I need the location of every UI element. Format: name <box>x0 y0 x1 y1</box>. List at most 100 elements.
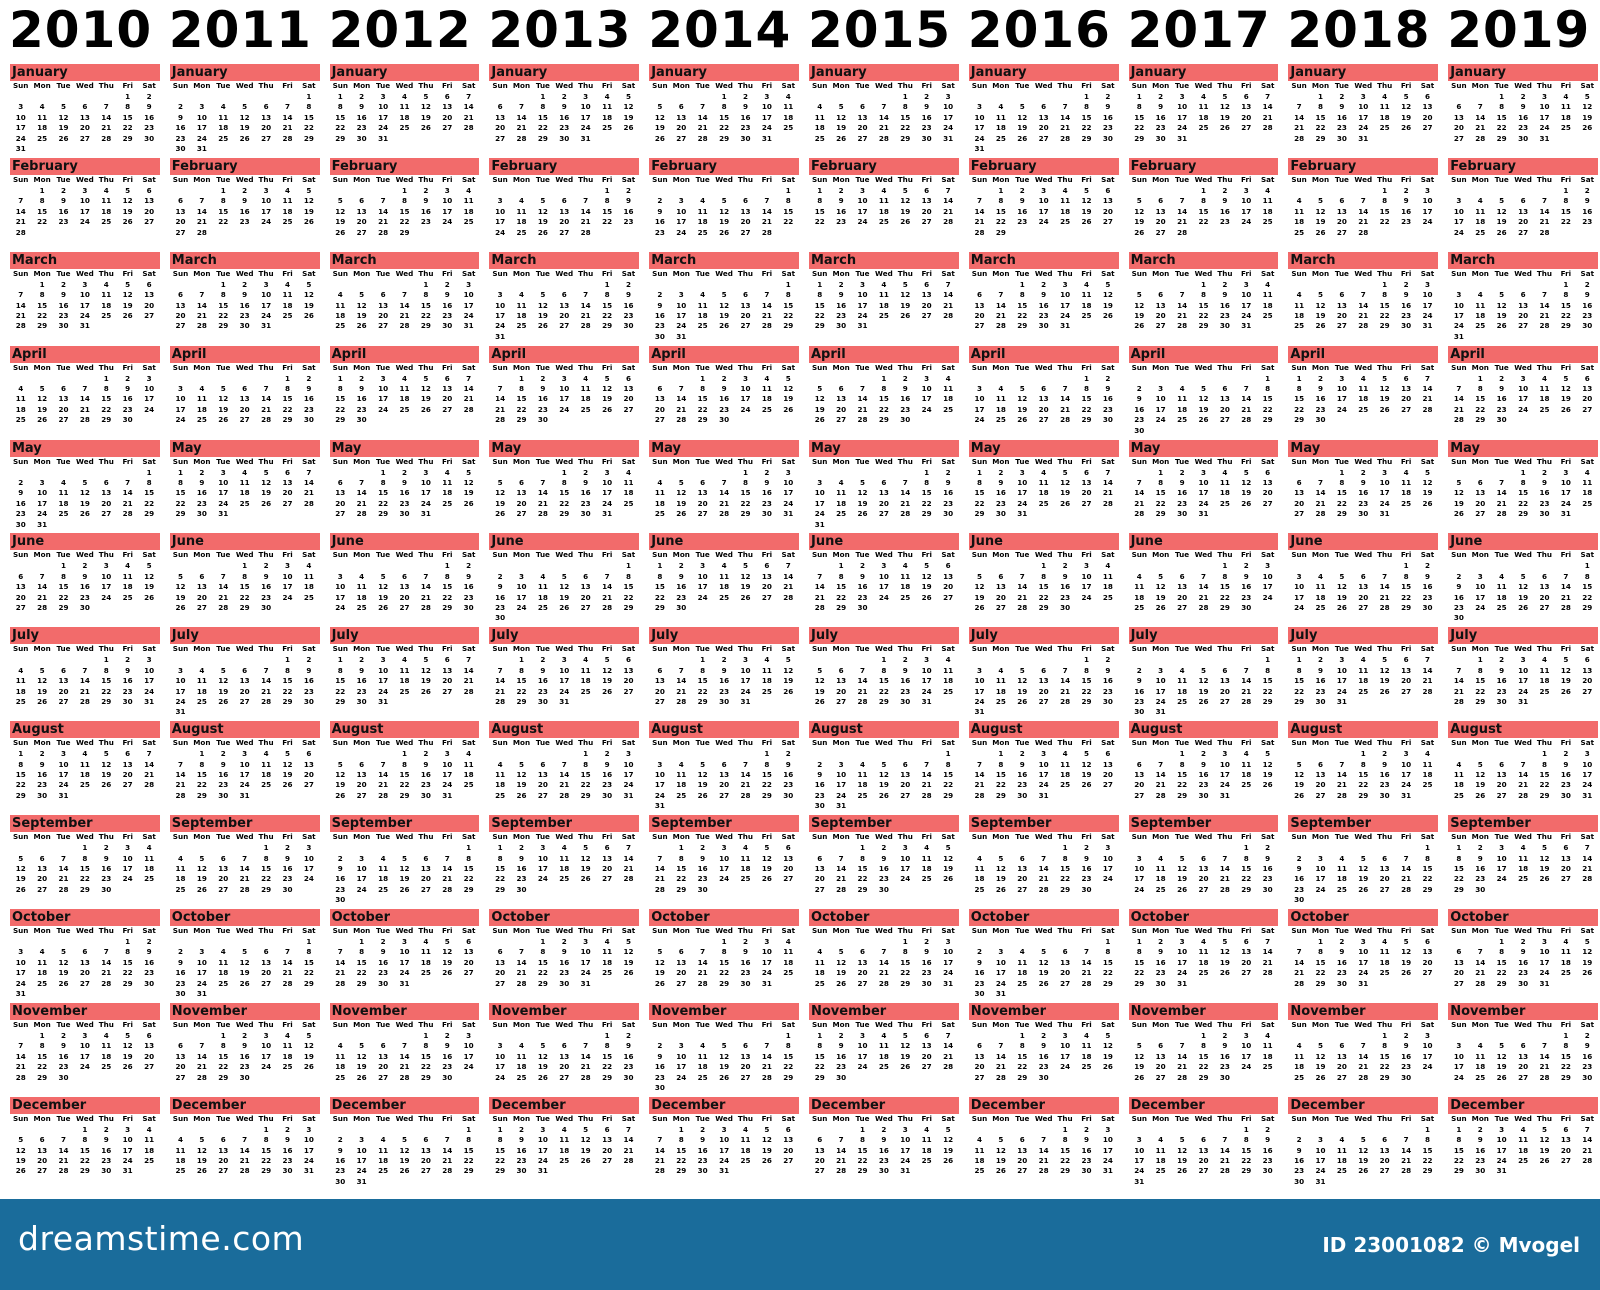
day-cell: 11 <box>1539 665 1550 675</box>
day-cell: 16 <box>1155 957 1166 967</box>
day-cell: 23 <box>335 1166 346 1176</box>
day-cell: 6 <box>1158 290 1164 300</box>
day-cell: 24 <box>740 404 751 414</box>
day-cell: 7 <box>18 290 24 300</box>
day-cell: 22 <box>1134 123 1145 133</box>
day-cell: 2 <box>945 467 951 477</box>
day-cell: 3 <box>1062 1030 1068 1040</box>
day-cell: 29 <box>857 884 868 894</box>
day-cell: 16 <box>559 957 570 967</box>
day-cell: 13 <box>1102 196 1113 206</box>
weekday-label: Sat <box>302 456 316 466</box>
day-cell: 8 <box>125 947 131 957</box>
day-cell: 14 <box>1539 206 1550 216</box>
day-cell: 23 <box>122 404 133 414</box>
day-cell: 21 <box>1177 311 1188 320</box>
day-cell: 28 <box>420 603 431 613</box>
day-cell: 5 <box>306 185 312 195</box>
day-cell: 2 <box>423 185 429 195</box>
day-cell: 26 <box>1081 217 1092 227</box>
weekday-label: Thu <box>258 174 274 184</box>
day-cell: 9 <box>177 112 183 122</box>
day-cell: 7 <box>976 759 982 769</box>
weekday-label: Wed <box>395 81 414 90</box>
day-cell: 3 <box>1158 665 1164 675</box>
day-cell: 5 <box>125 1030 131 1040</box>
day-cell: 18 <box>761 394 772 404</box>
day-cell: 25 <box>335 1072 346 1082</box>
day-cell: 26 <box>122 311 133 320</box>
day-cell: 11 <box>420 947 431 957</box>
day-cell: 27 <box>1422 968 1433 978</box>
day-cell: 17 <box>442 770 453 780</box>
day-cell: 27 <box>921 311 932 320</box>
weekday-label: Mon <box>512 268 531 278</box>
day-cell: 12 <box>623 947 634 957</box>
day-cell: 26 <box>814 415 825 425</box>
day-cell: 11 <box>943 384 954 394</box>
day-cell: 22 <box>1379 311 1390 320</box>
day-cell: 11 <box>1582 477 1593 487</box>
day-cell: 18 <box>878 1051 889 1061</box>
empty-day <box>1236 655 1257 665</box>
day-cell: 13 <box>1262 477 1273 487</box>
day-cell: 26 <box>378 603 389 613</box>
day-cell: 16 <box>1017 206 1028 216</box>
day-cell: 14 <box>1177 206 1188 216</box>
weekday-label: Sun <box>811 1113 828 1123</box>
day-cell: 23 <box>1539 498 1550 508</box>
day-cell: 27 <box>495 978 506 988</box>
day-cell: 24 <box>356 884 367 894</box>
day-cell: 13 <box>1422 102 1433 112</box>
day-cell: 29 <box>1134 133 1145 143</box>
day-cell: 22 <box>857 1156 868 1166</box>
weekday-label: Tue <box>535 1019 550 1029</box>
day-cell: 20 <box>921 300 932 310</box>
day-cell: 18 <box>144 863 155 873</box>
day-cell: 20 <box>442 676 453 686</box>
day-cell: 31 <box>15 989 26 999</box>
day-cell: 15 <box>122 112 133 122</box>
weekday-label: Wed <box>76 268 94 278</box>
day-cell: 15 <box>1379 1051 1390 1061</box>
day-cell: 19 <box>623 112 634 122</box>
weekday-label: Sat <box>461 1113 476 1123</box>
day-cell: 10 <box>1198 477 1209 487</box>
day-cell: 20 <box>1401 676 1412 686</box>
day-cell: 26 <box>58 978 69 988</box>
day-cell: 8 <box>1136 102 1142 112</box>
weekday-label: Sat <box>1420 926 1435 936</box>
day-cell: 17 <box>495 217 506 227</box>
day-cell: 15 <box>814 300 825 310</box>
day-cell: 6 <box>1382 1135 1388 1145</box>
weekday-label: Tue <box>56 644 71 654</box>
day-cell: 3 <box>1317 1135 1323 1145</box>
day-cell: 13 <box>15 582 26 592</box>
weekday-label: Tue <box>1175 456 1190 466</box>
day-cell: 22 <box>463 874 474 884</box>
day-cell: 19 <box>878 780 889 790</box>
day-cell: 15 <box>218 206 229 216</box>
day-cell: 21 <box>1177 1062 1188 1072</box>
day-cell: 31 <box>559 696 570 706</box>
day-cell: 17 <box>1294 592 1305 602</box>
day-cell: 15 <box>335 394 346 404</box>
weekday-label: Wed <box>1354 644 1373 654</box>
day-cell: 2 <box>466 561 472 571</box>
day-cell: 14 <box>537 488 548 498</box>
weekday-label: Fri <box>601 174 613 184</box>
day-cell: 6 <box>1200 1135 1206 1145</box>
day-cell: 23 <box>1315 404 1326 414</box>
weekday-label: Wed <box>1354 268 1373 278</box>
day-cell: 27 <box>654 696 665 706</box>
month-days: Sun Mon Tue Wed Thu Fri Sat 1 2 3 4 5 6 7 8 9 10 11 12 13 14… <box>489 175 639 238</box>
weekday-label: Fri <box>122 174 133 184</box>
empty-day <box>1129 374 1150 384</box>
day-cell: 17 <box>303 1145 314 1155</box>
day-cell: 30 <box>101 884 112 894</box>
day-cell: 15 <box>58 582 69 592</box>
empty-day <box>575 280 596 290</box>
day-cell: 28 <box>261 696 272 706</box>
day-cell: 9 <box>444 290 450 300</box>
day-cell: 4 <box>721 561 727 571</box>
